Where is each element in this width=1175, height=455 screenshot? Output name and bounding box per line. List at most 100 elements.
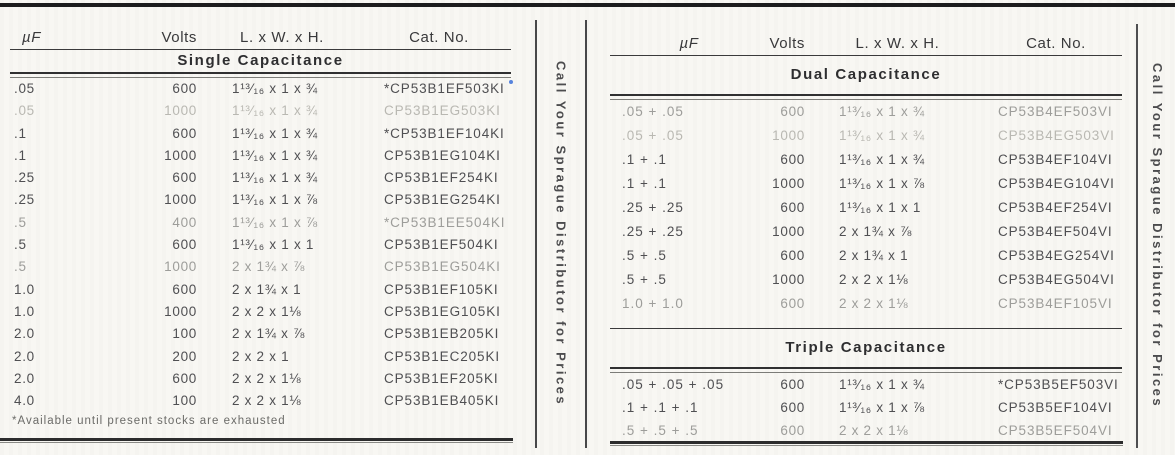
header-rule [10,49,511,50]
cell-uf: 1.0 + 1.0 [622,296,684,311]
cell-uf: .25 [14,170,35,186]
cell-volts: 1000 [772,224,805,239]
cell-volts: 600 [780,152,805,167]
cell-size: 2 x 1¾ x ⅞ [232,326,306,342]
cell-uf: 2.0 [14,370,35,386]
cell-volts: 100 [172,393,197,409]
header-cat-no: Cat. No. [409,29,469,46]
table-row: .25 1000 1¹³⁄₁₆ x 1 x ⅞ CP53B1EG254KI [10,189,511,211]
distributor-strip-left: Call Your Sprague Distributor for Prices [535,20,587,448]
cell-volts: 600 [172,370,197,386]
cell-uf: .5 [14,237,27,253]
header-rule [610,55,1122,56]
section-title-dual: Dual Capacitance [790,66,942,83]
header-uf: µF [22,29,42,46]
table-row: .1 + .1 600 1¹³⁄₁₆ x 1 x ¾ CP53B4EF104VI [610,148,1122,172]
call-distributor-label: Call Your Sprague Distributor for Prices [1150,63,1165,409]
table-row: 1.0 600 2 x 1¾ x 1 CP53B1EF105KI [10,279,511,301]
cell-cat: CP53B1EF105KI [384,281,499,297]
cell-uf: .1 + .1 [622,176,667,191]
cell-volts: 600 [780,400,805,415]
table-row: .1 + .1 1000 1¹³⁄₁₆ x 1 x ⅞ CP53B4EG104VI [610,172,1122,196]
cell-uf: .05 + .05 [622,104,684,119]
cell-volts: 1000 [772,176,805,191]
cell-size: 1¹³⁄₁₆ x 1 x ¾ [232,125,318,141]
cell-size: 1¹³⁄₁₆ x 1 x ¾ [839,377,925,392]
cell-size: 1¹³⁄₁₆ x 1 x ¾ [232,147,318,163]
cell-cat: CP53B1EF504KI [384,237,499,253]
cell-size: 1¹³⁄₁₆ x 1 x ⅞ [232,214,318,230]
cell-size: 2 x 2 x 1⅛ [839,272,909,287]
table-row: .05 600 1¹³⁄₁₆ x 1 x ¾ *CP53B1EF503KI [10,78,511,100]
cell-size: 2 x 1¾ x ⅞ [232,259,306,275]
dual-capacitance-rows: .05 + .05 600 1¹³⁄₁₆ x 1 x ¾ CP53B4EF503VI.… [610,100,1122,316]
cell-volts: 600 [172,281,197,297]
cell-cat: CP53B1EB405KI [384,393,500,409]
table-row: 1.0 1000 2 x 2 x 1⅛ CP53B1EG105KI [10,301,511,323]
cell-cat: CP53B1EC205KI [384,348,501,364]
table-row: .25 600 1¹³⁄₁₆ x 1 x ¾ CP53B1EF254KI [10,167,511,189]
cell-cat: CP53B4EF504VI [998,224,1113,239]
section-rule [10,72,511,78]
cell-size: 1¹³⁄₁₆ x 1 x ⅞ [839,176,925,191]
cell-volts: 600 [780,377,805,392]
header-size: L. x W. x H. [855,35,940,52]
cell-uf: .25 + .25 [622,224,684,239]
call-distributor-label: Call Your Sprague Distributor for Prices [553,61,569,407]
cell-cat: CP53B1EB205KI [384,326,500,342]
cell-size: 1¹³⁄₁₆ x 1 x ⅞ [839,400,925,415]
cell-uf: .25 [14,192,35,208]
table-row: 2.0 200 2 x 2 x 1 CP53B1EC205KI [10,346,511,368]
table-row: .5 + .5 1000 2 x 2 x 1⅛ CP53B4EG504VI [610,268,1122,292]
table-row: 2.0 100 2 x 1¾ x ⅞ CP53B1EB205KI [10,323,511,345]
cell-cat: CP53B4EF105VI [998,296,1113,311]
availability-footnote: *Available until present stocks are exha… [12,415,286,428]
cell-cat: CP53B4EG503VI [998,128,1115,143]
cell-volts: 400 [172,214,197,230]
table-row: .05 + .05 1000 1¹³⁄₁₆ x 1 x ¾ CP53B4EG503VI [610,124,1122,148]
cell-uf: .5 + .5 + .5 [622,423,699,438]
cell-uf: .1 + .1 + .1 [622,400,699,415]
table-row: .05 + .05 600 1¹³⁄₁₆ x 1 x ¾ CP53B4EF503VI [610,100,1122,124]
cell-uf: .1 + .1 [622,152,667,167]
left-table-header-row: µF Volts L. x W. x H. Cat. No. [10,26,511,49]
cell-size: 1¹³⁄₁₆ x 1 x ¾ [839,104,925,119]
cell-volts: 600 [780,104,805,119]
top-rule [0,3,1175,7]
cell-cat: CP53B4EF503VI [998,104,1113,119]
single-capacitance-rows: .05 600 1¹³⁄₁₆ x 1 x ¾ *CP53B1EF503KI .05 100… [10,78,511,412]
table-row: .1 1000 1¹³⁄₁₆ x 1 x ¾ CP53B1EG104KI [10,145,511,167]
cell-uf: .05 + .05 [622,128,684,143]
cell-volts: 600 [780,423,805,438]
section-rule [610,94,1122,100]
cell-size: 2 x 2 x 1⅛ [232,303,302,319]
cell-size: 2 x 1¾ x ⅞ [839,224,913,239]
cell-cat: CP53B1EG104KI [384,147,501,163]
cell-size: 2 x 2 x 1⅛ [232,370,302,386]
cell-volts: 1000 [164,192,197,208]
table-row: 4.0 100 2 x 2 x 1⅛ CP53B1EB405KI [10,390,511,412]
cell-cat: CP53B4EG504VI [998,272,1115,287]
cell-cat: CP53B1EF205KI [384,370,499,386]
cell-size: 1¹³⁄₁₆ x 1 x ¾ [232,81,318,96]
right-table-header-row: µF Volts L. x W. x H. Cat. No. [610,28,1122,55]
cell-uf: 2.0 [14,326,35,342]
cell-volts: 1000 [772,128,805,143]
cell-volts: 200 [172,348,197,364]
table-row: .25 + .25 1000 2 x 1¾ x ⅞ CP53B4EF504VI [610,220,1122,244]
triple-capacitance-rows: .05 + .05 + .05 600 1¹³⁄₁₆ x 1 x ¾ *CP53B5E… [610,373,1122,442]
cell-volts: 1000 [164,103,197,119]
cell-size: 1¹³⁄₁₆ x 1 x ¾ [839,152,925,167]
cell-volts: 1000 [772,272,805,287]
cell-cat: CP53B1EG105KI [384,303,501,319]
header-volts: Volts [161,29,197,46]
cell-size: 1¹³⁄₁₆ x 1 x ¾ [839,128,925,143]
cell-cat: *CP53B1EE504KI [384,214,506,230]
table-row: .5 + .5 600 2 x 1¾ x 1 CP53B4EG254VI [610,244,1122,268]
cell-volts: 100 [172,326,197,342]
cell-volts: 600 [780,296,805,311]
table-row: .5 400 1¹³⁄₁₆ x 1 x ⅞ *CP53B1EE504KI [10,212,511,234]
cell-cat: *CP53B1EF503KI [384,81,505,96]
cell-size: 2 x 2 x 1⅛ [839,296,909,311]
